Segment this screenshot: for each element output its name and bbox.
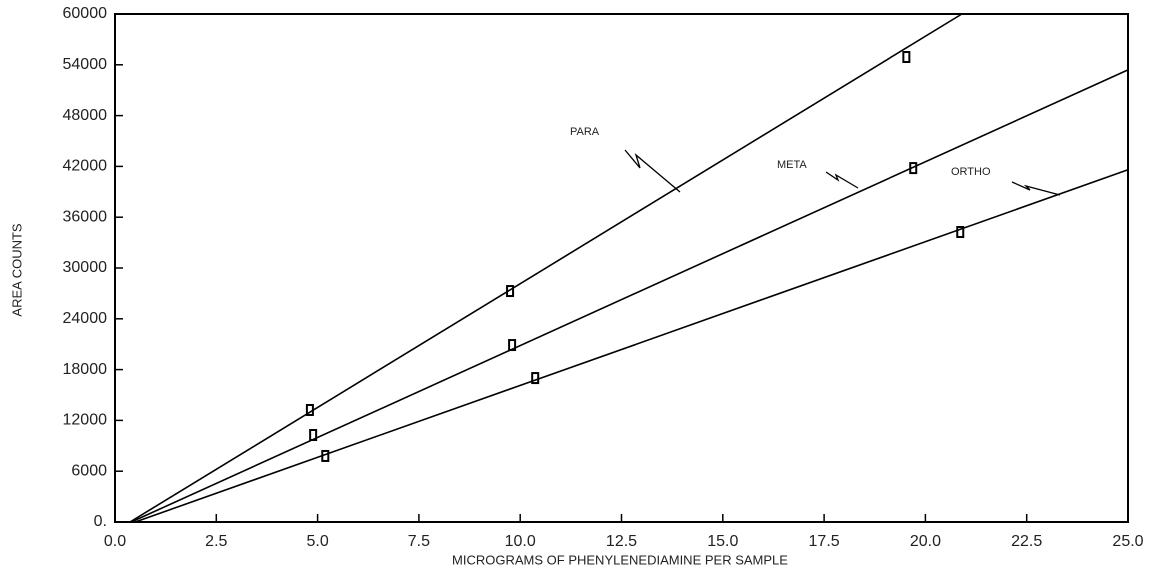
y-tick-label: 60000 bbox=[63, 5, 108, 22]
series-arrow bbox=[825, 171, 859, 189]
x-tick-label: 5.0 bbox=[306, 533, 328, 550]
data-point bbox=[305, 403, 314, 416]
x-tick-label: 2.5 bbox=[205, 533, 227, 550]
fit-line bbox=[129, 13, 963, 523]
data-point bbox=[909, 162, 918, 175]
x-tick-label: 10.0 bbox=[505, 533, 536, 550]
x-tick-label: 12.5 bbox=[606, 533, 637, 550]
x-tick-label: 25.0 bbox=[1112, 533, 1143, 550]
series-arrow bbox=[1011, 181, 1061, 196]
series-label: ORTHO bbox=[951, 166, 991, 178]
series-label: META bbox=[777, 159, 807, 171]
x-tick-label: 15.0 bbox=[707, 533, 738, 550]
data-point bbox=[902, 51, 911, 64]
plot-frame bbox=[114, 13, 1129, 523]
data-point bbox=[321, 449, 330, 462]
y-tick-label: 48000 bbox=[63, 107, 108, 124]
series-label: PARA bbox=[570, 126, 600, 138]
y-tick-label: 36000 bbox=[63, 208, 108, 225]
data-point bbox=[506, 285, 515, 298]
series-arrow bbox=[624, 149, 681, 193]
y-tick-label: 18000 bbox=[63, 361, 108, 378]
fit-line bbox=[130, 69, 1129, 523]
y-tick-label: 0. bbox=[94, 513, 107, 530]
x-tick-label: 17.5 bbox=[809, 533, 840, 550]
data-point bbox=[309, 429, 318, 442]
data-point bbox=[531, 372, 540, 385]
data-point bbox=[508, 339, 517, 352]
y-axis-label: AREA COUNTS bbox=[9, 223, 24, 317]
y-tick-label: 12000 bbox=[63, 412, 108, 429]
y-tick-label: 42000 bbox=[63, 158, 108, 175]
x-tick-label: 20.0 bbox=[910, 533, 941, 550]
x-tick-label: 7.5 bbox=[408, 533, 430, 550]
y-tick-label: 54000 bbox=[63, 56, 108, 73]
x-axis-label: MICROGRAMS OF PHENYLENEDIAMINE PER SAMPL… bbox=[452, 552, 788, 567]
y-tick-label: 24000 bbox=[63, 310, 108, 327]
y-tick-label: 30000 bbox=[63, 259, 108, 276]
fit-line bbox=[134, 169, 1129, 523]
data-point bbox=[956, 226, 965, 239]
x-tick-label: 22.5 bbox=[1011, 533, 1042, 550]
x-tick-label: 0.0 bbox=[104, 533, 126, 550]
y-tick-label: 6000 bbox=[71, 462, 107, 479]
